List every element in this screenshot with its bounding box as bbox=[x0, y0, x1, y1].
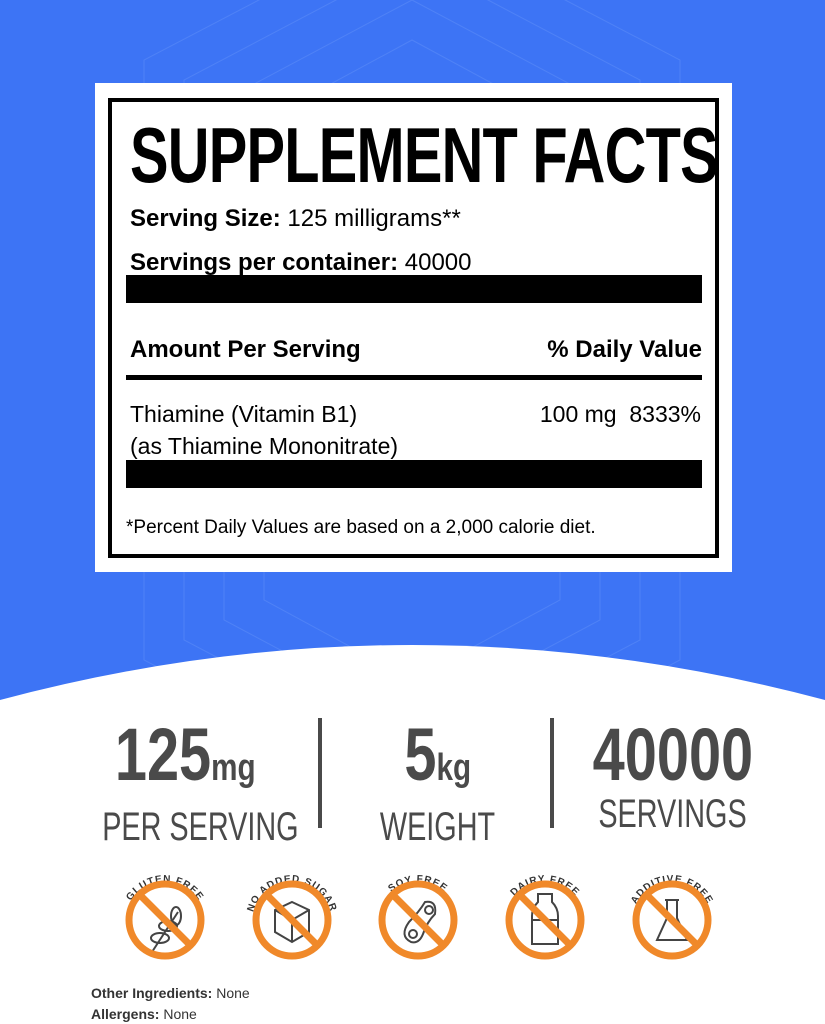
no-added-sugar-badge: NO ADDED SUGAR bbox=[245, 874, 338, 960]
ingredient-name: Thiamine (Vitamin B1) (as Thiamine Mononi… bbox=[130, 401, 399, 459]
ingredient-amount: 100 mg 8333% bbox=[539, 401, 701, 427]
serving-size: Serving Size: 125 milligrams** bbox=[130, 205, 461, 232]
stat-divider bbox=[550, 718, 554, 828]
stat-weight: 5kg WEIGHT bbox=[379, 713, 496, 850]
gluten-free-badge: GLUTEN FREE bbox=[124, 874, 205, 960]
footnote: *Percent Daily Values are based on a 2,0… bbox=[126, 517, 596, 538]
servings-per-container: Servings per container: 40000 bbox=[130, 249, 472, 276]
additive-free-badge: ADDITIVE FREE bbox=[629, 874, 714, 960]
stat-per-serving: 125mg PER SERVING bbox=[102, 713, 299, 850]
stat-divider bbox=[318, 718, 322, 828]
table-header: Amount Per Serving% Daily Value bbox=[130, 336, 702, 363]
divider-rule bbox=[126, 375, 702, 380]
dairy-free-badge: DAIRY FREE bbox=[505, 874, 585, 960]
stat-servings: 40000 SERVINGS bbox=[592, 713, 753, 837]
facts-title: SUPPLEMENT FACTS bbox=[130, 111, 719, 199]
divider-bar bbox=[126, 275, 702, 303]
soybean-icon bbox=[403, 900, 437, 944]
supplement-facts-panel: SUPPLEMENT FACTS Serving Size: 125 milli… bbox=[95, 83, 732, 572]
allergens: Allergens: None bbox=[91, 1006, 197, 1022]
other-ingredients: Other Ingredients: None bbox=[91, 985, 250, 1001]
soy-free-badge: SOY FREE bbox=[378, 874, 458, 960]
divider-bar bbox=[126, 460, 702, 488]
